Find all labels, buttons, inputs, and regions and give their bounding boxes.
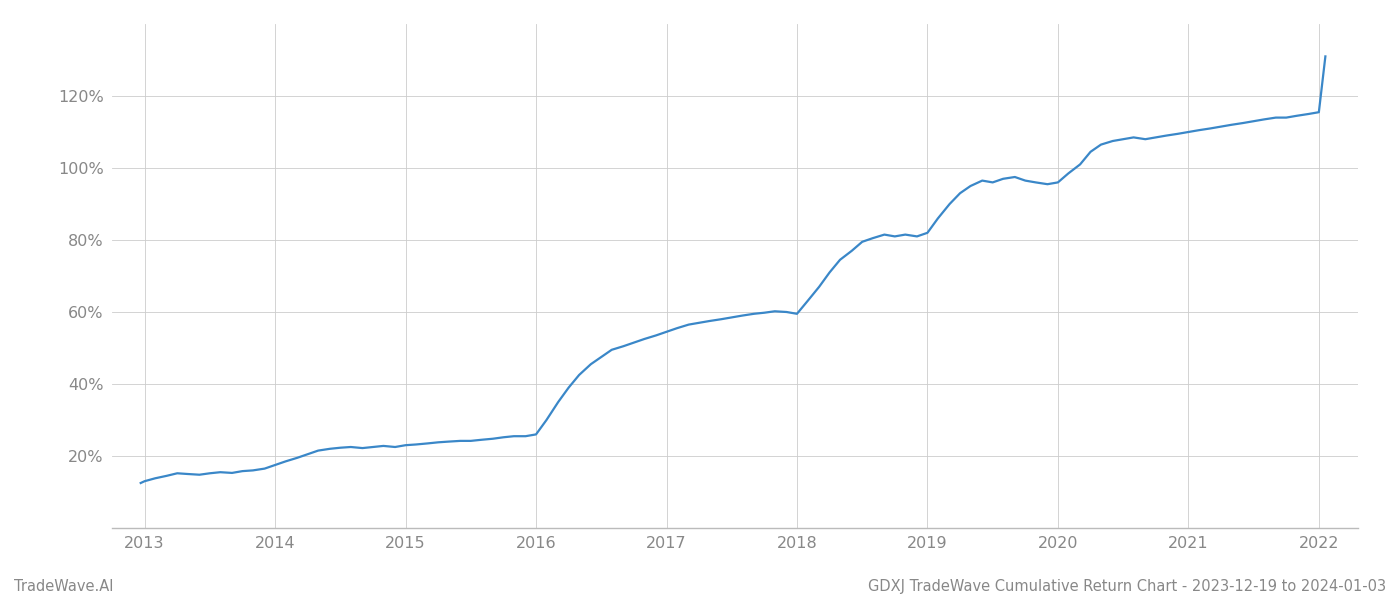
Text: TradeWave.AI: TradeWave.AI	[14, 579, 113, 594]
Text: GDXJ TradeWave Cumulative Return Chart - 2023-12-19 to 2024-01-03: GDXJ TradeWave Cumulative Return Chart -…	[868, 579, 1386, 594]
